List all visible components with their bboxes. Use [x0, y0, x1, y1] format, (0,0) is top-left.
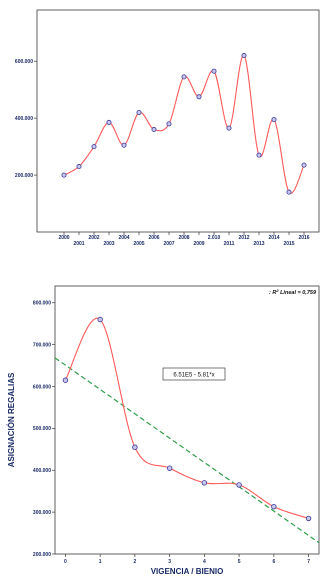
x-tick-label: 2011: [224, 241, 235, 247]
data-point: [226, 125, 232, 131]
data-point: [181, 74, 187, 80]
x-tick-label: 4: [203, 559, 206, 565]
chart-2: 200.000 300.000 400.000 500.000 600.000 700.0…: [7, 285, 320, 576]
data-point: [62, 377, 69, 383]
chart-2-points: [62, 316, 312, 522]
x-tick-label: 5: [238, 559, 241, 565]
fit-equation-box: 6.51E5 - 5.81*x: [162, 367, 226, 381]
x-tick-label: 2006: [148, 235, 159, 241]
data-point: [106, 119, 112, 125]
x-tick-label: 2007: [163, 241, 174, 247]
data-point: [305, 515, 312, 522]
x-tick-label: 0: [64, 559, 67, 565]
x-tick-label: 1: [99, 559, 102, 565]
x-tick-label: 2000: [58, 235, 69, 241]
x-tick-label: 2014: [268, 235, 279, 241]
x-tick-label: 7: [307, 559, 310, 565]
x-tick-label: 3: [168, 559, 171, 565]
x-tick-label: 6: [272, 559, 275, 565]
data-point: [132, 444, 138, 450]
y-tick-label: 300.000: [33, 510, 51, 516]
y-tick-label: 400.000: [33, 468, 51, 474]
chart-1-labels: 200.000 400.000 600.000 2000 2001 2002 2003 200…: [15, 59, 310, 247]
x-tick-label: 2001: [73, 241, 84, 247]
data-point: [166, 121, 172, 127]
chart-1-ticks: [34, 60, 305, 235]
y-tick-label: 600.000: [33, 384, 51, 390]
y-tick-label: 200.000: [33, 552, 51, 558]
chart-2-plot-area: [54, 285, 320, 555]
y-tick-label: 400.000: [15, 116, 33, 122]
y-tick-label: 200.000: [15, 173, 33, 179]
data-point: [271, 503, 277, 510]
x-tick-label: 2: [134, 559, 137, 565]
fit-equation-label: 6.51E5 - 5.81*x: [173, 373, 214, 379]
data-point: [201, 480, 208, 486]
data-point: [97, 316, 103, 323]
chart-2-ticks: [52, 302, 309, 557]
x-tick-label: 2008: [178, 235, 189, 241]
x-tick-label: 2004: [118, 235, 129, 241]
x-tick-label: 2013: [253, 241, 264, 247]
y-tick-label: 600.000: [15, 59, 33, 65]
data-point: [91, 144, 97, 150]
x-tick-label: 2.010: [208, 235, 221, 241]
data-point: [196, 94, 202, 100]
x-axis-label: VIGENCIA / BIENIO: [151, 567, 224, 576]
x-tick-label: 2009: [193, 241, 204, 247]
y-tick-label: 500.000: [33, 426, 51, 432]
chart-2-fit-line: [54, 357, 320, 544]
data-point: [76, 164, 82, 170]
data-point: [136, 109, 142, 115]
chart-2-labels: 200.000 300.000 400.000 500.000 600.000 700.0…: [33, 301, 310, 565]
y-tick-label: 700.000: [33, 342, 51, 348]
data-point: [301, 162, 307, 168]
data-point: [166, 465, 173, 471]
data-point: [241, 53, 247, 59]
chart-1-plot-area: [36, 9, 320, 233]
chart-1: 200.000 400.000 600.000 2000 2001 2002 2003 200…: [15, 9, 320, 247]
x-tick-label: 2012: [238, 235, 249, 241]
data-point: [236, 482, 242, 488]
data-point: [256, 152, 262, 158]
data-point: [286, 189, 292, 195]
x-tick-label: 2002: [88, 235, 99, 241]
y-tick-label: 800.000: [33, 301, 51, 307]
x-tick-label: 2005: [133, 241, 144, 247]
x-tick-label: 2016: [298, 235, 309, 241]
data-point: [121, 142, 127, 148]
data-point: [211, 68, 217, 74]
y-axis-label: ASIGNACIÓN REGALIAS: [7, 372, 16, 467]
data-point: [61, 172, 67, 178]
r-squared-annotation: : R2 Lineal = 0,759: [269, 288, 317, 296]
data-point: [271, 117, 277, 123]
chart-1-points: [61, 53, 307, 195]
x-tick-label: 2015: [283, 241, 294, 247]
data-point: [151, 127, 157, 133]
x-tick-label: 2003: [103, 241, 114, 247]
